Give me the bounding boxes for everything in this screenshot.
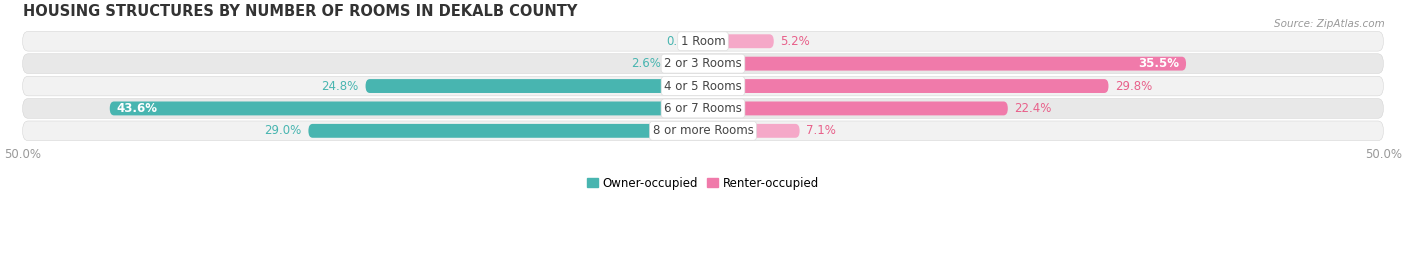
- FancyBboxPatch shape: [22, 121, 1384, 141]
- Text: 43.6%: 43.6%: [117, 102, 157, 115]
- Text: 2.6%: 2.6%: [631, 57, 661, 70]
- Text: HOUSING STRUCTURES BY NUMBER OF ROOMS IN DEKALB COUNTY: HOUSING STRUCTURES BY NUMBER OF ROOMS IN…: [22, 4, 576, 19]
- FancyBboxPatch shape: [703, 79, 1108, 93]
- Text: 7.1%: 7.1%: [807, 124, 837, 137]
- Text: 8 or more Rooms: 8 or more Rooms: [652, 124, 754, 137]
- FancyBboxPatch shape: [308, 124, 703, 138]
- Text: 4 or 5 Rooms: 4 or 5 Rooms: [664, 80, 742, 93]
- Text: 29.0%: 29.0%: [264, 124, 302, 137]
- FancyBboxPatch shape: [668, 57, 703, 70]
- FancyBboxPatch shape: [22, 99, 1384, 118]
- FancyBboxPatch shape: [22, 54, 1384, 73]
- Text: 0.0%: 0.0%: [666, 35, 696, 48]
- Text: 29.8%: 29.8%: [1115, 80, 1153, 93]
- Legend: Owner-occupied, Renter-occupied: Owner-occupied, Renter-occupied: [582, 172, 824, 194]
- Text: 22.4%: 22.4%: [1015, 102, 1052, 115]
- FancyBboxPatch shape: [366, 79, 703, 93]
- Text: 24.8%: 24.8%: [322, 80, 359, 93]
- Text: 1 Room: 1 Room: [681, 35, 725, 48]
- Text: 2 or 3 Rooms: 2 or 3 Rooms: [664, 57, 742, 70]
- FancyBboxPatch shape: [22, 76, 1384, 96]
- Text: 35.5%: 35.5%: [1139, 57, 1180, 70]
- Text: 5.2%: 5.2%: [780, 35, 810, 48]
- Text: 6 or 7 Rooms: 6 or 7 Rooms: [664, 102, 742, 115]
- FancyBboxPatch shape: [703, 124, 800, 138]
- FancyBboxPatch shape: [110, 102, 703, 115]
- Text: Source: ZipAtlas.com: Source: ZipAtlas.com: [1274, 19, 1385, 29]
- FancyBboxPatch shape: [703, 102, 1008, 115]
- FancyBboxPatch shape: [703, 57, 1187, 70]
- FancyBboxPatch shape: [22, 31, 1384, 51]
- FancyBboxPatch shape: [703, 34, 773, 48]
